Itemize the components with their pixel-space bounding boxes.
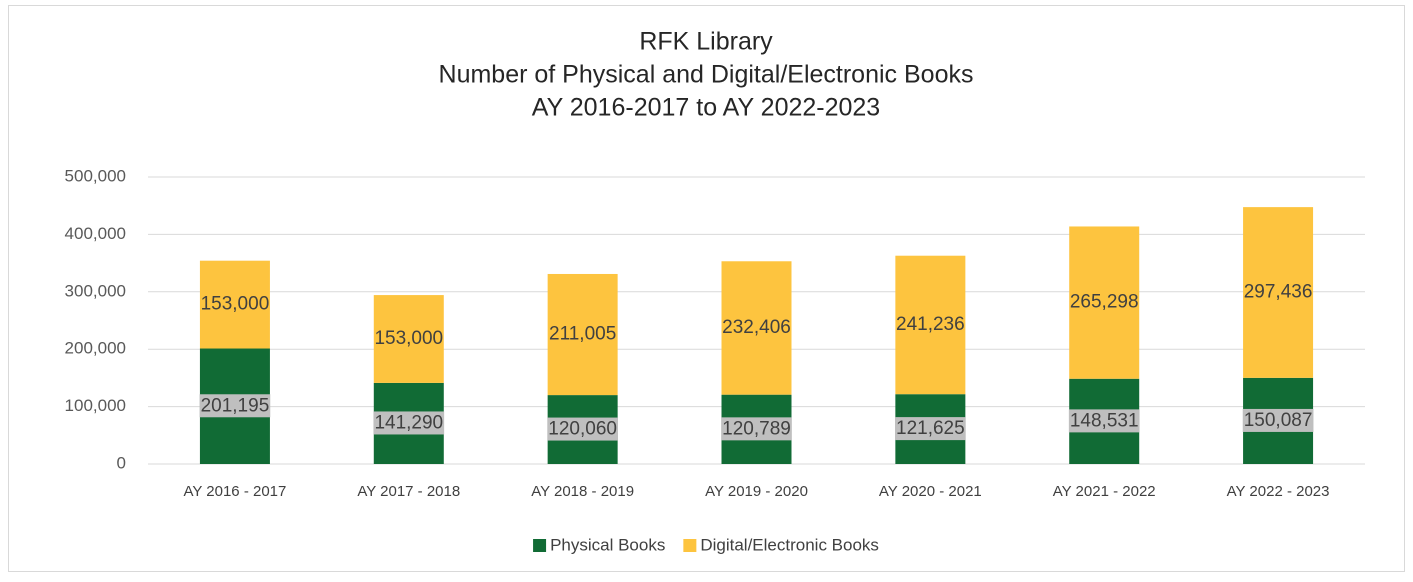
bar-segment	[199, 260, 270, 349]
value-label: 120,789	[722, 418, 791, 439]
x-tick-label: AY 2022 - 2023	[1227, 483, 1330, 500]
y-tick-label: 400,000	[65, 224, 126, 243]
value-label: 120,060	[548, 419, 617, 440]
value-label: 121,625	[896, 418, 965, 439]
value-label: 141,290	[374, 412, 443, 433]
x-tick-label: AY 2021 - 2022	[1053, 483, 1156, 500]
y-tick-label: 200,000	[65, 339, 126, 358]
x-tick-label: AY 2016 - 2017	[183, 483, 286, 500]
value-label: 150,087	[1244, 410, 1313, 431]
x-tick-label: AY 2020 - 2021	[879, 483, 982, 500]
value-label-bg	[895, 417, 966, 441]
bar-segment	[1243, 207, 1314, 378]
bar-segment	[547, 273, 618, 396]
value-label: 232,406	[722, 317, 791, 338]
x-tick-label: AY 2018 - 2019	[531, 483, 634, 500]
value-label: 211,005	[549, 324, 616, 345]
chart-title: Number of Physical and Digital/Electroni…	[439, 61, 974, 89]
x-tick-label: AY 2017 - 2018	[357, 483, 460, 500]
value-label: 241,236	[896, 314, 965, 335]
legend-swatch	[683, 539, 697, 552]
value-label-bg	[1242, 408, 1314, 432]
y-tick-label: 100,000	[65, 396, 126, 415]
value-label: 297,436	[1244, 282, 1313, 303]
legend-label: Digital/Electronic Books	[700, 535, 879, 554]
x-tick-label: AY 2019 - 2020	[705, 483, 808, 500]
y-tick-label: 500,000	[65, 166, 126, 185]
value-label: 148,531	[1070, 410, 1139, 431]
y-tick-label: 300,000	[65, 281, 126, 300]
value-label: 153,000	[374, 328, 443, 349]
bar-segment	[721, 261, 792, 395]
value-label: 201,195	[201, 395, 270, 416]
value-label-bg	[373, 411, 445, 435]
value-label-bg	[199, 394, 271, 418]
bar-segment	[895, 255, 966, 395]
value-label: 153,000	[201, 294, 270, 315]
value-label-bg	[547, 417, 618, 441]
bar-segment	[373, 295, 444, 383]
value-label: 265,298	[1070, 292, 1139, 313]
chart-title: RFK Library	[639, 28, 773, 56]
value-label-bg	[721, 417, 792, 441]
bar-segment	[1069, 226, 1140, 379]
chart-title: AY 2016-2017 to AY 2022-2023	[532, 94, 880, 122]
value-label-bg	[1068, 409, 1140, 433]
y-tick-label: 0	[117, 453, 126, 472]
legend-label: Physical Books	[550, 535, 665, 554]
legend-swatch	[533, 539, 547, 552]
